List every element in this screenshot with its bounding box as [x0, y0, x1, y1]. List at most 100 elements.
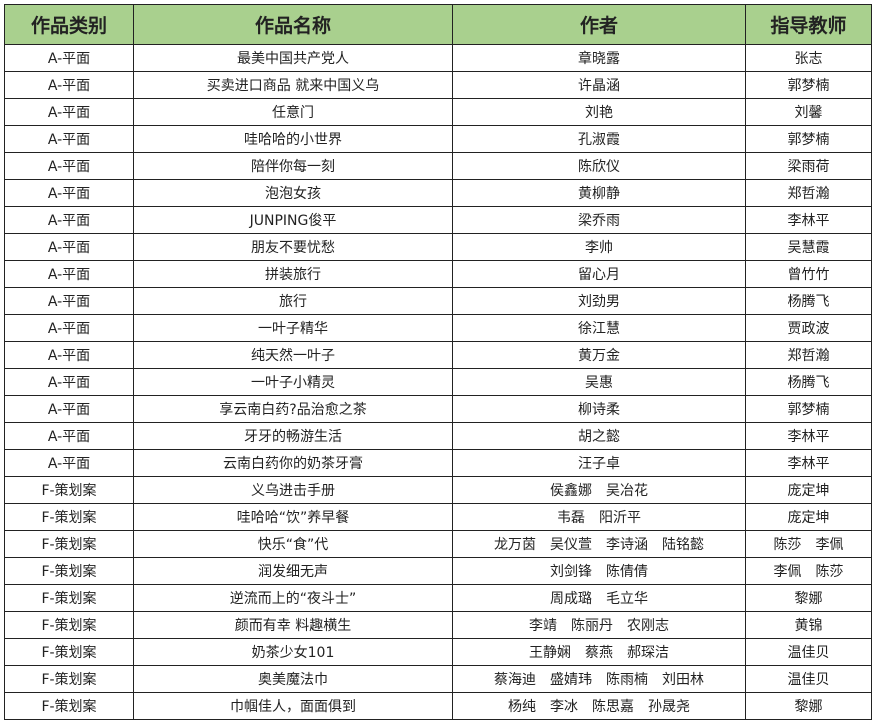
cell-category: A-平面	[4, 233, 134, 261]
cell-author: 胡之懿	[452, 422, 746, 450]
cell-advisor: 杨腾飞	[745, 368, 872, 396]
cell-title: 陪伴你每一刻	[133, 152, 453, 180]
cell-advisor: 梁雨荷	[745, 152, 872, 180]
cell-category: A-平面	[4, 71, 134, 99]
table-row: A-平面 陪伴你每一刻 陈欣仪 梁雨荷	[4, 152, 872, 180]
cell-advisor: 吴慧霞	[745, 233, 872, 261]
cell-advisor: 张志	[745, 44, 872, 72]
table-row: A-平面 云南白药你的奶茶牙膏 汪子卓 李林平	[4, 449, 872, 477]
cell-author: 章晓露	[452, 44, 746, 72]
cell-author: 李帅	[452, 233, 746, 261]
table-row: F-策划案 润发细无声 刘剑锋 陈倩倩 李佩 陈莎	[4, 557, 872, 585]
table-row: A-平面 哇哈哈的小世界 孔淑霞 郭梦楠	[4, 125, 872, 153]
cell-title: 泡泡女孩	[133, 179, 453, 207]
table-row: A-平面 纯天然一叶子 黄万金 郑哲瀚	[4, 341, 872, 369]
cell-title: 哇哈哈的小世界	[133, 125, 453, 153]
cell-title: 巾帼佳人，面面俱到	[133, 692, 453, 720]
cell-title: 奥美魔法巾	[133, 665, 453, 693]
header-title: 作品名称	[133, 4, 453, 45]
cell-title: 逆流而上的“夜斗士”	[133, 584, 453, 612]
cell-title: 最美中国共产党人	[133, 44, 453, 72]
table-row: F-策划案 逆流而上的“夜斗士” 周成璐 毛立华 黎娜	[4, 584, 872, 612]
cell-category: F-策划案	[4, 584, 134, 612]
cell-author: 汪子卓	[452, 449, 746, 477]
cell-category: F-策划案	[4, 665, 134, 693]
cell-author: 刘艳	[452, 98, 746, 126]
cell-title: 颜而有幸 料趣横生	[133, 611, 453, 639]
cell-category: A-平面	[4, 314, 134, 342]
cell-author: 刘剑锋 陈倩倩	[452, 557, 746, 585]
cell-advisor: 郭梦楠	[745, 395, 872, 423]
cell-category: F-策划案	[4, 530, 134, 558]
cell-advisor: 郑哲瀚	[745, 341, 872, 369]
cell-title: JUNPING俊平	[133, 206, 453, 234]
table-row: A-平面 一叶子小精灵 吴惠 杨腾飞	[4, 368, 872, 396]
cell-advisor: 温佳贝	[745, 665, 872, 693]
cell-author: 柳诗柔	[452, 395, 746, 423]
cell-author: 侯鑫娜 吴冶花	[452, 476, 746, 504]
table-row: A-平面 最美中国共产党人 章晓露 张志	[4, 44, 872, 72]
cell-title: 润发细无声	[133, 557, 453, 585]
cell-advisor: 杨腾飞	[745, 287, 872, 315]
cell-category: A-平面	[4, 287, 134, 315]
cell-category: F-策划案	[4, 692, 134, 720]
cell-title: 享云南白药?品治愈之茶	[133, 395, 453, 423]
cell-category: A-平面	[4, 368, 134, 396]
table-row: F-策划案 哇哈哈“饮”养早餐 韦磊 阳沂平 庞定坤	[4, 503, 872, 531]
header-row: 作品类别 作品名称 作者 指导教师	[4, 4, 872, 45]
cell-advisor: 李林平	[745, 422, 872, 450]
table-row: F-策划案 颜而有幸 料趣横生 李靖 陈丽丹 农刚志 黄锦	[4, 611, 872, 639]
table-row: F-策划案 巾帼佳人，面面俱到 杨纯 李冰 陈思嘉 孙晟尧 黎娜	[4, 692, 872, 720]
cell-category: A-平面	[4, 179, 134, 207]
cell-advisor: 郭梦楠	[745, 125, 872, 153]
cell-title: 义乌进击手册	[133, 476, 453, 504]
cell-title: 任意门	[133, 98, 453, 126]
cell-category: F-策划案	[4, 557, 134, 585]
cell-author: 留心月	[452, 260, 746, 288]
cell-category: A-平面	[4, 449, 134, 477]
table-row: F-策划案 奥美魔法巾 蔡海迪 盛婧玮 陈雨楠 刘田林 温佳贝	[4, 665, 872, 693]
cell-title: 朋友不要忧愁	[133, 233, 453, 261]
cell-category: F-策划案	[4, 503, 134, 531]
cell-category: A-平面	[4, 152, 134, 180]
table-row: A-平面 JUNPING俊平 梁乔雨 李林平	[4, 206, 872, 234]
cell-category: A-平面	[4, 422, 134, 450]
cell-author: 陈欣仪	[452, 152, 746, 180]
cell-category: A-平面	[4, 206, 134, 234]
header-author: 作者	[452, 4, 746, 45]
cell-advisor: 温佳贝	[745, 638, 872, 666]
header-category: 作品类别	[4, 4, 134, 45]
cell-author: 李靖 陈丽丹 农刚志	[452, 611, 746, 639]
cell-advisor: 黎娜	[745, 584, 872, 612]
table-row: F-策划案 奶茶少女101 王静娴 蔡燕 郝琛洁 温佳贝	[4, 638, 872, 666]
table-row: A-平面 一叶子精华 徐江慧 贾政波	[4, 314, 872, 342]
header-advisor: 指导教师	[745, 4, 872, 45]
cell-category: A-平面	[4, 341, 134, 369]
cell-author: 黄万金	[452, 341, 746, 369]
cell-advisor: 郑哲瀚	[745, 179, 872, 207]
cell-category: F-策划案	[4, 476, 134, 504]
cell-author: 许晶涵	[452, 71, 746, 99]
cell-author: 梁乔雨	[452, 206, 746, 234]
cell-title: 云南白药你的奶茶牙膏	[133, 449, 453, 477]
cell-title: 纯天然一叶子	[133, 341, 453, 369]
cell-advisor: 庞定坤	[745, 503, 872, 531]
cell-category: A-平面	[4, 98, 134, 126]
cell-author: 龙万茵 吴仪萱 李诗涵 陆铭懿	[452, 530, 746, 558]
cell-title: 买卖进口商品 就来中国义乌	[133, 71, 453, 99]
cell-category: A-平面	[4, 125, 134, 153]
cell-advisor: 刘馨	[745, 98, 872, 126]
cell-title: 一叶子小精灵	[133, 368, 453, 396]
cell-title: 奶茶少女101	[133, 638, 453, 666]
cell-author: 黄柳静	[452, 179, 746, 207]
cell-author: 蔡海迪 盛婧玮 陈雨楠 刘田林	[452, 665, 746, 693]
cell-advisor: 李林平	[745, 206, 872, 234]
cell-advisor: 郭梦楠	[745, 71, 872, 99]
cell-title: 快乐“食”代	[133, 530, 453, 558]
table-row: F-策划案 快乐“食”代 龙万茵 吴仪萱 李诗涵 陆铭懿 陈莎 李佩	[4, 530, 872, 558]
cell-author: 吴惠	[452, 368, 746, 396]
table-row: A-平面 朋友不要忧愁 李帅 吴慧霞	[4, 233, 872, 261]
table-row: A-平面 拼装旅行 留心月 曾竹竹	[4, 260, 872, 288]
cell-author: 刘劲男	[452, 287, 746, 315]
cell-advisor: 黎娜	[745, 692, 872, 720]
